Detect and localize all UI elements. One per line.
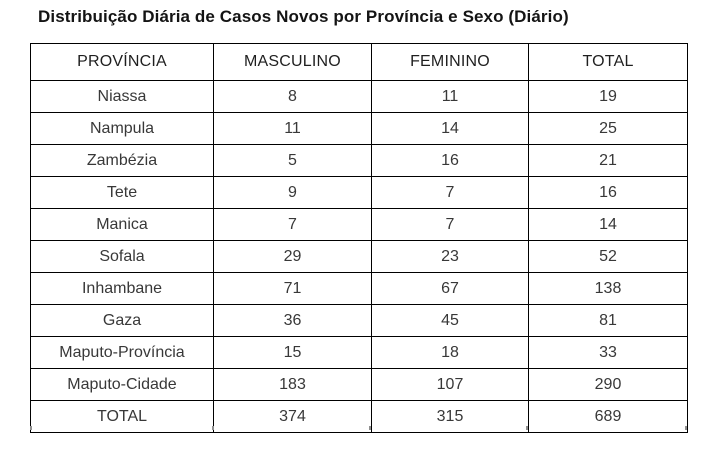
page-title: Distribuição Diária de Casos Novos por P…: [38, 7, 569, 26]
cell-total: 52: [528, 240, 688, 273]
cell-provincia: TOTAL: [30, 400, 214, 433]
cell-total: 21: [528, 144, 688, 177]
cell-total: 33: [528, 336, 688, 369]
table-row: Inhambane 71 67 138: [30, 272, 688, 305]
cell-masculino: 374: [213, 400, 372, 433]
cell-provincia: Sofala: [30, 240, 214, 273]
cell-provincia: Nampula: [30, 112, 214, 145]
cell-masculino: 5: [213, 144, 372, 177]
cell-provincia: Maputo-Cidade: [30, 368, 214, 401]
cell-feminino: 18: [371, 336, 529, 369]
cell-masculino: 36: [213, 304, 372, 337]
cell-total: 16: [528, 176, 688, 209]
table-row: Maputo-Província 15 18 33: [30, 336, 688, 369]
column-header-feminino: FEMININO: [371, 43, 529, 81]
table-row: Nampula 11 14 25: [30, 112, 688, 145]
cell-provincia: Inhambane: [30, 272, 214, 305]
cell-feminino: 11: [371, 80, 529, 113]
cell-provincia: Zambézia: [30, 144, 214, 177]
cell-total: 25: [528, 112, 688, 145]
column-header-total: TOTAL: [528, 43, 688, 81]
cell-feminino: 107: [371, 368, 529, 401]
column-header-masculino: MASCULINO: [213, 43, 372, 81]
cell-masculino: 9: [213, 176, 372, 209]
cell-masculino: 7: [213, 208, 372, 241]
cell-total: 81: [528, 304, 688, 337]
cell-feminino: 14: [371, 112, 529, 145]
cell-provincia: Tete: [30, 176, 214, 209]
table-row: Zambézia 5 16 21: [30, 144, 688, 177]
table-body: Niassa 8 11 19 Nampula 11 14 25 Zambézia 5 16 21 Tet…: [30, 80, 688, 433]
cell-feminino: 23: [371, 240, 529, 273]
cell-masculino: 8: [213, 80, 372, 113]
cell-total: 138: [528, 272, 688, 305]
header-row: PROVÍNCIA MASCULINO FEMININO TOTAL: [30, 43, 688, 81]
table-row: Manica 7 7 14: [30, 208, 688, 241]
cell-provincia: Manica: [30, 208, 214, 241]
cell-provincia: Niassa: [30, 80, 214, 113]
table-row: Gaza 36 45 81: [30, 304, 688, 337]
table-row: Maputo-Cidade 183 107 290: [30, 368, 688, 401]
cell-masculino: 183: [213, 368, 372, 401]
cases-by-province-table: PROVÍNCIA MASCULINO FEMININO TOTAL Niass…: [30, 43, 688, 433]
column-header-provincia: PROVÍNCIA: [30, 43, 214, 81]
table-row: Tete 9 7 16: [30, 176, 688, 209]
table-header: PROVÍNCIA MASCULINO FEMININO TOTAL: [30, 43, 688, 81]
cell-masculino: 71: [213, 272, 372, 305]
cell-feminino: 7: [371, 208, 529, 241]
cell-provincia: Gaza: [30, 304, 214, 337]
table-total-row: TOTAL 374 315 689: [30, 400, 688, 433]
cell-total: 689: [528, 400, 688, 433]
cell-provincia: Maputo-Província: [30, 336, 214, 369]
cutoff-next-row-stubs: [30, 426, 687, 431]
cell-total: 290: [528, 368, 688, 401]
cell-masculino: 29: [213, 240, 372, 273]
cell-feminino: 16: [371, 144, 529, 177]
cell-feminino: 67: [371, 272, 529, 305]
cell-feminino: 7: [371, 176, 529, 209]
table-row: Sofala 29 23 52: [30, 240, 688, 273]
cell-feminino: 45: [371, 304, 529, 337]
cell-total: 14: [528, 208, 688, 241]
cell-masculino: 15: [213, 336, 372, 369]
cell-masculino: 11: [213, 112, 372, 145]
table-row: Niassa 8 11 19: [30, 80, 688, 113]
cell-total: 19: [528, 80, 688, 113]
